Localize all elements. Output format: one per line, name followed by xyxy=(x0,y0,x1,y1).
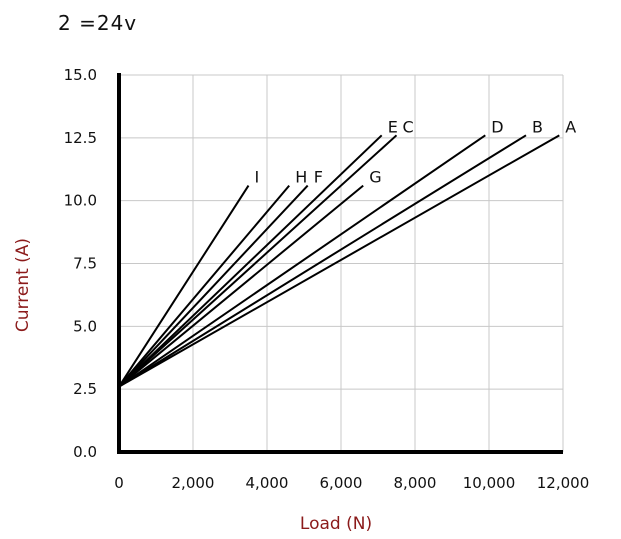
y-tick-label: 7.5 xyxy=(73,255,97,273)
series-label-g: G xyxy=(369,168,381,187)
x-tick-label: 6,000 xyxy=(320,474,363,492)
series-line-g xyxy=(118,184,364,388)
series-label-a: A xyxy=(565,117,576,136)
y-tick-label: 2.5 xyxy=(73,380,97,398)
gridlines xyxy=(119,74,564,452)
x-tick-label: 12,000 xyxy=(537,474,590,492)
series-label-e: E xyxy=(388,117,398,136)
y-axis-ticks: 0.0 2.5 5.0 7.5 10.0 12.5 15.0 xyxy=(64,66,97,461)
series-label-d: D xyxy=(491,117,503,136)
x-tick-label: 2,000 xyxy=(172,474,215,492)
y-axis-title: Current (A) xyxy=(13,238,33,332)
y-tick-label: 5.0 xyxy=(73,317,97,335)
x-tick-label: 8,000 xyxy=(394,474,437,492)
series-line-h xyxy=(118,184,290,388)
series-label-h: H xyxy=(295,168,307,187)
x-axis-ticks: 0 2,000 4,000 6,000 8,000 10,000 12,000 xyxy=(114,474,589,492)
series-line-b xyxy=(118,134,527,388)
series-lines xyxy=(118,134,560,388)
axes xyxy=(117,73,563,454)
x-axis-title: Load (N) xyxy=(300,514,372,534)
y-tick-label: 15.0 xyxy=(64,66,97,84)
x-tick-label: 0 xyxy=(114,474,124,492)
series-line-a xyxy=(118,134,560,388)
series-label-b: B xyxy=(532,117,543,136)
series-line-f xyxy=(118,184,309,388)
x-tick-label: 4,000 xyxy=(246,474,289,492)
series-label-i: I xyxy=(255,168,260,187)
y-tick-label: 10.0 xyxy=(64,192,97,210)
series-line-i xyxy=(118,185,250,388)
y-tick-label: 0.0 xyxy=(73,443,97,461)
y-tick-label: 12.5 xyxy=(64,129,97,147)
series-label-f: F xyxy=(314,168,323,187)
chart-heading: 2 =24v xyxy=(58,11,137,35)
series-line-e xyxy=(118,134,383,388)
x-tick-label: 10,000 xyxy=(463,474,516,492)
series-label-c: C xyxy=(403,117,414,136)
series-labels: A B C D E F G H I xyxy=(255,117,577,186)
series-line-d xyxy=(118,134,486,388)
series-line-c xyxy=(118,134,398,388)
